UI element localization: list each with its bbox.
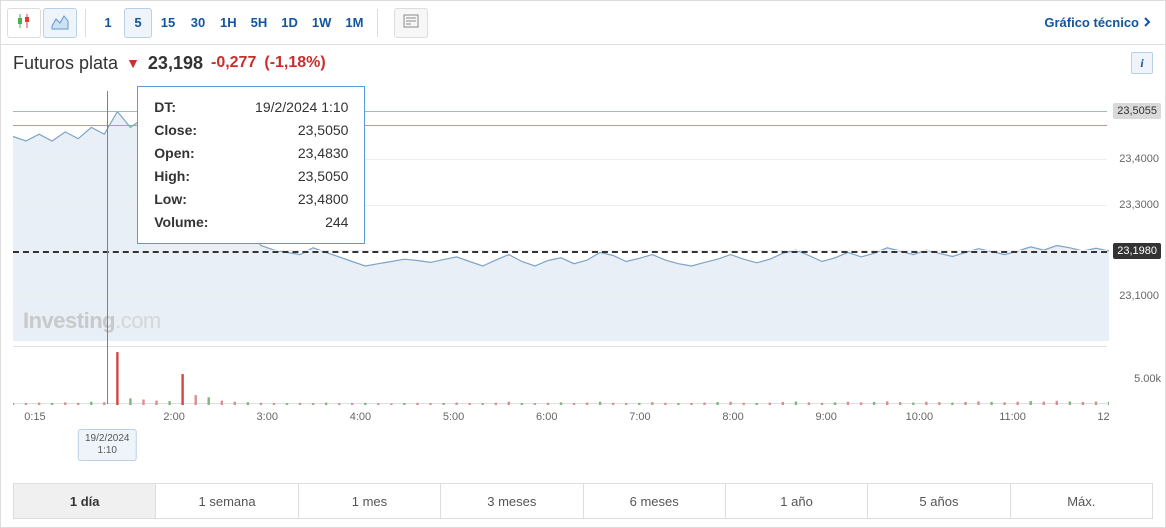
- interval-5h-button[interactable]: 5H: [245, 8, 274, 38]
- chart-widget: 1515301H5H1D1W1M Gráfico técnico Futuros…: [0, 0, 1166, 528]
- last-price: 23,198: [148, 53, 203, 74]
- range-tab-1[interactable]: 1 semana: [156, 484, 298, 518]
- range-tab-4[interactable]: 6 meses: [584, 484, 726, 518]
- info-button[interactable]: i: [1131, 52, 1153, 74]
- time-flag-date: 19/2/2024: [85, 433, 130, 445]
- watermark: Investing.com: [23, 308, 161, 334]
- interval-1d-button[interactable]: 1D: [275, 8, 304, 38]
- range-tabs: 1 día1 semana1 mes3 meses6 meses1 año5 a…: [13, 483, 1153, 519]
- interval-group: 1515301H5H1D1W1M: [94, 8, 369, 38]
- candlestick-icon: [15, 12, 33, 33]
- price-y-axis: 23,400023,300023,200023,100023,505523,19…: [1109, 91, 1161, 341]
- instrument-header: Futuros plata ▼ 23,198 -0,277 (-1,18%) i: [1, 45, 1165, 81]
- tooltip-low-label: Low:: [154, 189, 226, 210]
- range-tab-6[interactable]: 5 años: [868, 484, 1010, 518]
- instrument-name: Futuros plata: [13, 53, 118, 74]
- price-direction-icon: ▼: [126, 55, 140, 71]
- technical-chart-link[interactable]: Gráfico técnico: [1036, 15, 1159, 30]
- watermark-suffix: .com: [115, 308, 161, 333]
- ref-price-label: 23,5055: [1113, 103, 1161, 119]
- tooltip-vol-label: Volume:: [154, 212, 226, 233]
- tooltip-open-label: Open:: [154, 143, 226, 164]
- range-tab-7[interactable]: Máx.: [1011, 484, 1152, 518]
- volume-pane[interactable]: [13, 346, 1107, 404]
- x-tick-label: 4:00: [350, 411, 371, 423]
- price-change-abs: -0,277: [211, 54, 256, 72]
- interval-1m-button[interactable]: 1M: [339, 8, 369, 38]
- news-button[interactable]: [394, 8, 428, 38]
- chart-type-area-button[interactable]: [43, 8, 77, 38]
- ohlc-tooltip: DT:19/2/2024 1:10 Close:23,5050 Open:23,…: [137, 86, 365, 244]
- chart-region[interactable]: Investing.com 23,400023,300023,200023,10…: [1, 81, 1165, 459]
- toolbar-divider: [377, 9, 378, 37]
- area-chart-icon: [51, 12, 69, 33]
- crosshair-vertical: [107, 91, 108, 404]
- x-tick-label: 0:15: [24, 411, 45, 423]
- tooltip-high-value: 23,5050: [228, 166, 348, 187]
- time-x-axis: 0:15 2:00 3:00 4:00 5:00 6:00 7:00 8:00 9:00 10:0…: [13, 407, 1107, 429]
- newspaper-icon: [403, 13, 419, 32]
- tooltip-dt-value: 19/2/2024 1:10: [228, 97, 348, 118]
- interval-1h-button[interactable]: 1H: [214, 8, 243, 38]
- interval-1w-button[interactable]: 1W: [306, 8, 338, 38]
- tooltip-close-value: 23,5050: [228, 120, 348, 141]
- time-flag-time: 1:10: [85, 445, 130, 457]
- tooltip-open-value: 23,4830: [228, 143, 348, 164]
- interval-15-button[interactable]: 15: [154, 8, 182, 38]
- x-tick-label: 11:00: [999, 411, 1026, 423]
- x-tick-label: 7:00: [629, 411, 650, 423]
- x-tick-label: 3:00: [257, 411, 278, 423]
- interval-30-button[interactable]: 30: [184, 8, 212, 38]
- x-tick-label: 8:00: [722, 411, 743, 423]
- technical-chart-label: Gráfico técnico: [1044, 15, 1139, 30]
- x-tick-label: 10:00: [906, 411, 934, 423]
- y-tick-label: 23,1000: [1119, 290, 1159, 302]
- interval-1-button[interactable]: 1: [94, 8, 122, 38]
- top-toolbar: 1515301H5H1D1W1M Gráfico técnico: [1, 1, 1165, 45]
- x-tick-label: 6:00: [536, 411, 557, 423]
- interval-5-button[interactable]: 5: [124, 8, 152, 38]
- tooltip-vol-value: 244: [228, 212, 348, 233]
- price-change-pct: (-1,18%): [264, 54, 325, 72]
- chart-type-candlestick-button[interactable]: [7, 8, 41, 38]
- y-tick-label: 23,3000: [1119, 199, 1159, 211]
- x-tick-label: 5:00: [443, 411, 464, 423]
- tooltip-close-label: Close:: [154, 120, 226, 141]
- y-tick-label: 23,4000: [1119, 153, 1159, 165]
- chevron-right-icon: [1143, 15, 1151, 30]
- range-tab-2[interactable]: 1 mes: [299, 484, 441, 518]
- x-tick-label: 9:00: [816, 411, 837, 423]
- range-tab-0[interactable]: 1 día: [14, 484, 156, 518]
- toolbar-divider: [85, 9, 86, 37]
- range-tab-3[interactable]: 3 meses: [441, 484, 583, 518]
- tooltip-dt-label: DT:: [154, 97, 226, 118]
- x-tick-label: 2:00: [163, 411, 184, 423]
- chart-type-group: [7, 8, 77, 38]
- crosshair-time-flag: 19/2/2024 1:10: [78, 429, 137, 461]
- range-tab-5[interactable]: 1 año: [726, 484, 868, 518]
- volume-axis-label: 5.00k: [1134, 373, 1161, 385]
- tooltip-low-value: 23,4800: [228, 189, 348, 210]
- last-price-label: 23,1980: [1113, 243, 1161, 259]
- x-tick-label: 12: [1097, 411, 1109, 423]
- tooltip-high-label: High:: [154, 166, 226, 187]
- watermark-text: Investing: [23, 308, 115, 333]
